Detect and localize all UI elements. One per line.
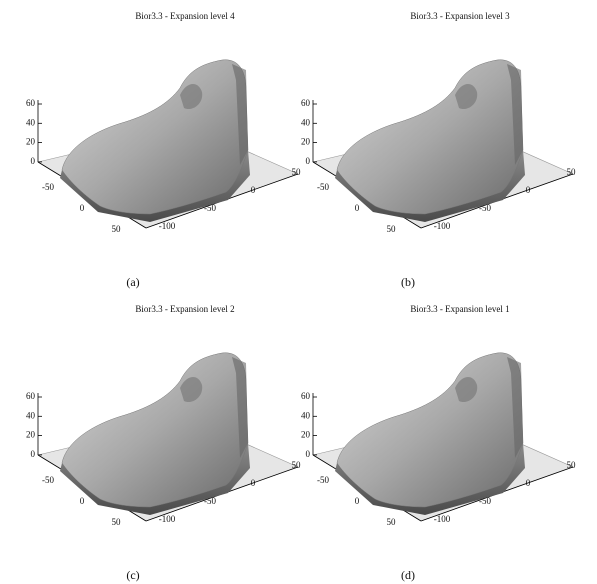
z-tick-label: 60 [301, 98, 311, 108]
surface-plot: Bior3.3 - Expansion level 3 60 40 20 0 -50 0 50… [301, 11, 576, 289]
y-tick-label: -100 [434, 514, 451, 524]
x-tick-label: 50 [387, 224, 397, 234]
z-tick-label: 60 [26, 98, 36, 108]
x-tick-label: -50 [317, 475, 329, 485]
y-tick-label: -100 [159, 221, 176, 231]
plot-title: Bior3.3 - Expansion level 4 [135, 11, 235, 21]
panel-label: (a) [126, 275, 139, 289]
surface-plot: Bior3.3 - Expansion level 2 60 40 20 0 -50 0 50… [26, 304, 301, 582]
y-tick-label: 0 [251, 185, 256, 195]
z-tick-label: 0 [31, 156, 36, 166]
z-tick-label: 20 [26, 137, 36, 147]
plot-title: Bior3.3 - Expansion level 1 [410, 304, 509, 314]
z-tick-label: 40 [301, 410, 311, 420]
y-tick-label: 50 [567, 460, 577, 470]
surface-plot: Bior3.3 - Expansion level 4 60 40 20 0 -50 0 50… [26, 11, 301, 289]
z-tick-label: 40 [26, 410, 36, 420]
y-tick-label: 50 [292, 167, 302, 177]
x-tick-label: 50 [112, 517, 122, 527]
x-tick-label: -50 [42, 182, 54, 192]
y-tick-label: 50 [292, 460, 302, 470]
x-tick-label: 0 [355, 203, 360, 213]
z-tick-label: 40 [301, 117, 311, 127]
panel-label: (c) [126, 568, 139, 582]
z-tick-label: 60 [301, 391, 311, 401]
y-tick-label: 0 [526, 478, 531, 488]
y-tick-label: 0 [251, 478, 256, 488]
plot-title: Bior3.3 - Expansion level 2 [135, 304, 234, 314]
surface-plot: Bior3.3 - Expansion level 1 60 40 20 0 -50 0 50… [301, 304, 576, 582]
panel-label: (b) [401, 275, 415, 289]
y-tick-label: -100 [434, 221, 451, 231]
y-tick-label: 50 [567, 167, 577, 177]
x-tick-label: 50 [112, 224, 122, 234]
z-tick-label: 20 [301, 137, 311, 147]
z-tick-label: 40 [26, 117, 36, 127]
z-tick-label: 20 [301, 430, 311, 440]
surface [337, 60, 523, 214]
z-tick-label: 0 [306, 156, 311, 166]
x-tick-label: -50 [42, 475, 54, 485]
y-tick-label: 0 [526, 185, 531, 195]
figure: Bior3.3 - Expansion level 4 60 40 20 0 -50 0 50… [0, 0, 597, 584]
x-tick-label: 50 [387, 517, 397, 527]
x-tick-label: 0 [355, 496, 360, 506]
z-tick-label: 0 [31, 449, 36, 459]
surface [62, 60, 248, 214]
z-tick-label: 60 [26, 391, 36, 401]
y-tick-label: -100 [159, 514, 176, 524]
plot-title: Bior3.3 - Expansion level 3 [410, 11, 510, 21]
panel-label: (d) [401, 568, 415, 582]
surface [62, 353, 248, 507]
x-tick-label: 0 [80, 203, 85, 213]
z-tick-label: 20 [26, 430, 36, 440]
z-tick-label: 0 [306, 449, 311, 459]
surface [337, 353, 523, 507]
x-tick-label: 0 [80, 496, 85, 506]
x-tick-label: -50 [317, 182, 329, 192]
